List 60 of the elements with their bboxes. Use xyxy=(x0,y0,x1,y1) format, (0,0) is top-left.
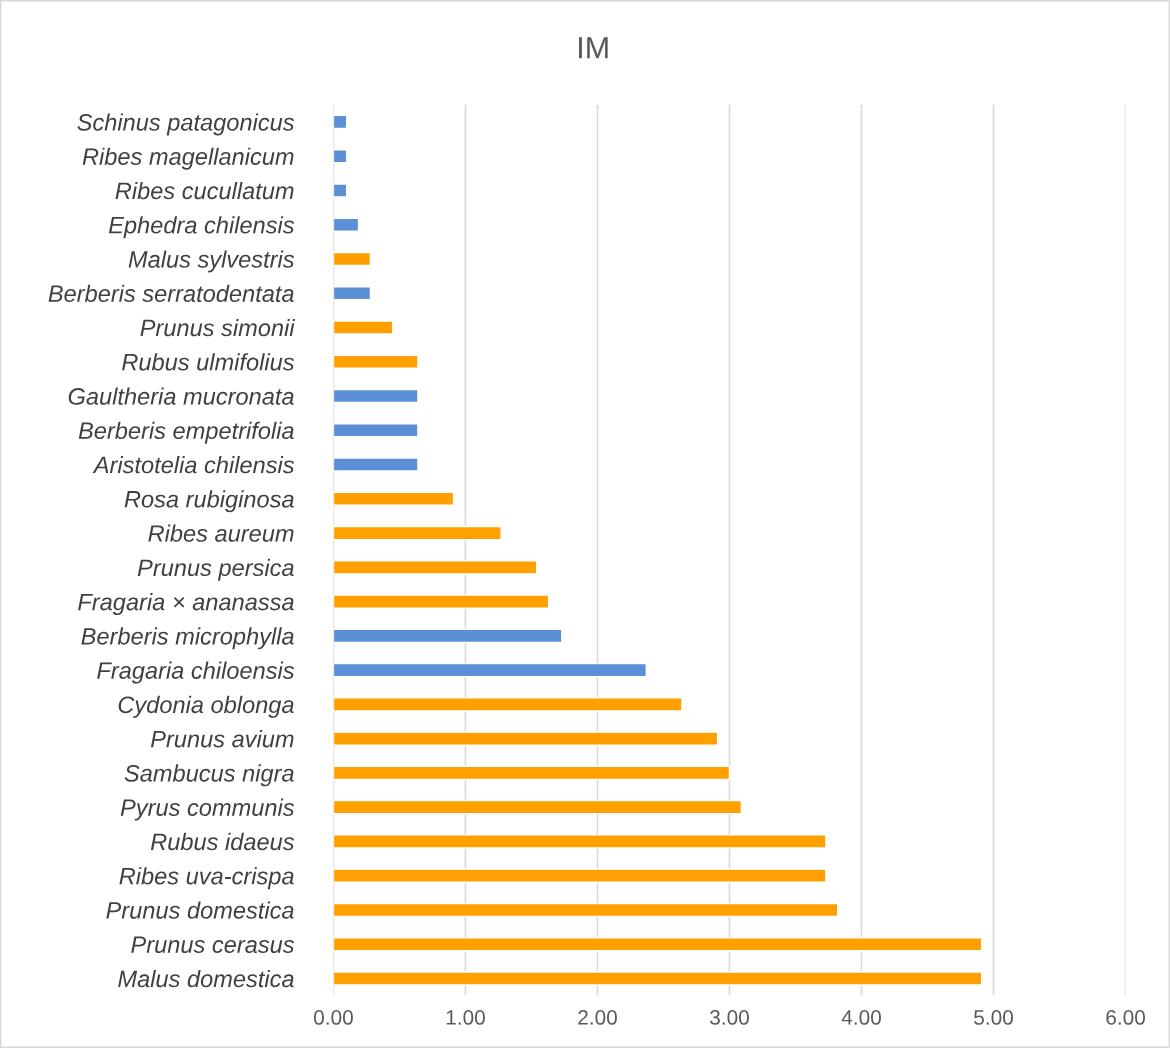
y-tick-label: Cydonia oblonga xyxy=(118,695,294,718)
y-tick-label: Prunus persica xyxy=(137,558,294,581)
y-tick-label: Prunus avium xyxy=(150,730,294,748)
y-tick-label: Pyrus communis xyxy=(120,798,295,821)
y-tick-label: Rubus idaeus xyxy=(150,832,295,851)
chart-title: IM xyxy=(579,37,608,59)
y-tick-label: Rubus ulmifolius xyxy=(122,353,295,371)
bar xyxy=(333,251,372,267)
y-tick-label: Gaultheria mucronata xyxy=(68,387,294,405)
bar xyxy=(333,423,419,438)
y-tick-label: Prunus domestica xyxy=(106,901,294,919)
bar xyxy=(333,697,683,712)
x-tick-label: 5.00 xyxy=(974,1010,1013,1025)
bar xyxy=(333,799,743,815)
y-tick-label: Sambucus nigra xyxy=(124,764,294,787)
y-tick-label: Malus domestica xyxy=(118,969,294,988)
bar xyxy=(333,525,502,541)
bar xyxy=(333,662,648,678)
bar xyxy=(333,731,719,746)
bar xyxy=(333,765,731,781)
y-tick-label: Ribes cucullatum xyxy=(115,181,294,200)
x-tick-label: 3.00 xyxy=(710,1010,749,1025)
y-tick-label: Fragaria chiloensis xyxy=(97,661,295,684)
y-tick-label: Prunus cerasus xyxy=(131,936,295,953)
bar xyxy=(333,388,419,404)
bar xyxy=(333,594,550,609)
y-tick-label: Fragaria × ananassa xyxy=(78,593,294,616)
y-tick-label: Ribes aureum xyxy=(148,524,294,542)
bar xyxy=(333,560,538,575)
bar xyxy=(333,628,563,644)
bar xyxy=(333,971,983,986)
x-tick-label: 6.00 xyxy=(1106,1010,1145,1025)
bar xyxy=(333,457,419,472)
x-tick-label: 2.00 xyxy=(578,1010,617,1025)
x-tick-label: 4.00 xyxy=(841,1010,881,1025)
bar xyxy=(333,148,348,164)
bar xyxy=(333,902,839,918)
bar xyxy=(333,286,372,301)
bar xyxy=(333,183,348,198)
y-tick-label: Ribes magellanicum xyxy=(82,147,294,170)
y-tick-label: Berberis serratodentata xyxy=(48,284,294,303)
bar xyxy=(333,868,827,883)
y-tick-label: Rosa rubiginosa xyxy=(124,490,294,513)
bar xyxy=(333,491,455,507)
bar xyxy=(333,320,394,335)
y-tick-label: Schinus patagonicus xyxy=(77,113,295,136)
x-tick-label: 0.00 xyxy=(313,1010,353,1025)
bar xyxy=(333,217,360,232)
y-tick-label: Prunus simonii xyxy=(140,318,296,337)
x-tick-label: 1.00 xyxy=(446,1010,485,1025)
y-tick-label: Malus sylvestris xyxy=(128,250,295,273)
y-tick-label: Aristotelia chilensis xyxy=(92,455,295,474)
y-tick-label: Ribes uva-crispa xyxy=(119,867,294,890)
y-tick-label: Ephedra chilensis xyxy=(108,216,295,239)
bar xyxy=(333,114,348,130)
y-tick-label: Berberis microphylla xyxy=(81,627,294,650)
bar xyxy=(333,937,983,952)
bar xyxy=(333,834,827,849)
y-tick-label: Berberis empetrifolia xyxy=(78,421,294,444)
bar xyxy=(333,354,419,369)
